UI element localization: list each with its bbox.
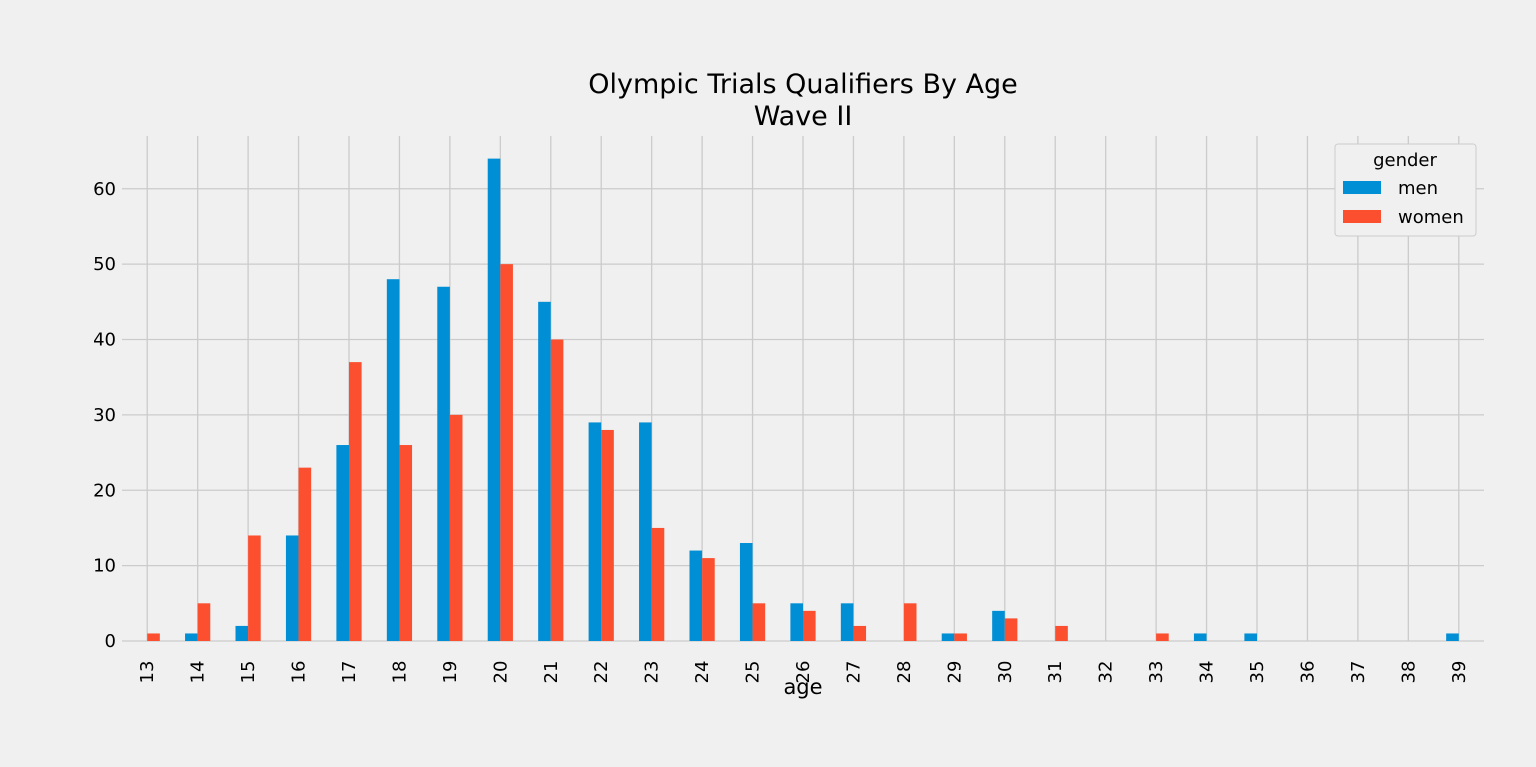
x-tick-label: 26 [793,661,814,684]
bar-women [449,414,463,641]
bar-men [386,279,400,641]
bar-women [702,558,715,641]
bar-women [248,535,261,641]
bar-men [689,550,703,641]
bar-women [853,625,867,641]
bar-men [285,535,299,641]
x-tick-label: 23 [642,661,663,684]
y-tick-labels: 0 10 20 30 40 50 60 [93,179,116,652]
y-tick-label: 20 [93,480,116,501]
bar-men [538,301,551,641]
x-tick-label: 16 [289,661,310,684]
x-tick-label: 22 [591,661,612,684]
bar-women [500,264,513,641]
x-tick-label: 34 [1197,661,1218,684]
x-axis-label: age [783,675,822,699]
x-tick-label: 30 [995,661,1016,684]
x-tick-label: 21 [541,661,562,684]
bar-men [487,158,501,641]
legend-title: gender [1373,150,1437,171]
bar-men [790,603,803,641]
bar-women [147,633,160,641]
bar-men [1446,633,1459,641]
x-tick-label: 15 [238,661,259,684]
x-tick-label: 20 [490,661,511,684]
bar-women [1004,618,1018,641]
x-tick-label: 17 [339,661,360,684]
bar-women [954,633,967,641]
x-tick-label: 33 [1146,661,1167,684]
bar-men [185,633,198,641]
bar-women [399,445,413,641]
bar-men [992,610,1005,641]
x-tick-label: 29 [944,661,965,684]
bar-women [197,603,211,641]
x-tick-label: 18 [389,661,410,684]
legend: gender men women [1334,143,1477,237]
bar-men [639,422,652,641]
bar-women [1156,633,1169,641]
bar-men [1193,633,1207,641]
bars [147,158,1459,641]
bar-men [588,422,602,641]
bar-men [739,543,753,641]
legend-label-men: men [1398,178,1438,199]
legend-swatch-men [1343,181,1381,194]
x-tick-label: 24 [692,661,713,684]
bar-men [941,633,955,641]
y-tick-label: 0 [105,631,116,652]
x-tick-label: 13 [137,661,158,684]
bar-women [803,610,816,641]
bar-men [235,625,249,641]
bar-women [550,339,564,641]
bar-women [651,527,665,641]
x-tick-label: 39 [1449,661,1470,684]
y-tick-label: 60 [93,179,116,200]
y-tick-label: 10 [93,556,116,577]
x-tick-label: 37 [1348,661,1369,684]
x-tick-label: 36 [1297,661,1318,684]
bar-men [336,445,349,641]
bar-men [1244,633,1257,641]
x-tick-label: 28 [894,661,915,684]
x-tick-labels: 13 14 15 16 17 18 19 20 21 22 23 24 25 26 27 28 29 30 31 32… [137,661,1470,684]
x-tick-label: 32 [1096,661,1117,684]
chart-subtitle: Wave II [754,101,853,132]
y-tick-label: 50 [93,254,116,275]
bar-men [437,286,450,641]
y-tick-label: 30 [93,405,116,426]
bar-women [903,603,917,641]
x-tick-label: 35 [1247,661,1268,684]
legend-swatch-women [1343,210,1381,223]
bar-men [840,603,854,641]
bar-women [1055,625,1068,641]
chart-title: Olympic Trials Qualifiers By Age [588,69,1018,100]
bar-women [752,603,766,641]
x-tick-label: 27 [843,661,864,684]
x-tick-label: 38 [1398,661,1419,684]
bar-women [298,467,312,641]
x-tick-label: 14 [188,661,209,684]
x-tick-label: 31 [1045,661,1066,684]
x-tick-label: 25 [743,661,764,684]
y-tick-label: 40 [93,330,116,351]
bar-women [349,362,362,641]
bar-women [601,429,614,641]
legend-label-women: women [1398,207,1464,228]
x-tick-label: 19 [440,661,461,684]
